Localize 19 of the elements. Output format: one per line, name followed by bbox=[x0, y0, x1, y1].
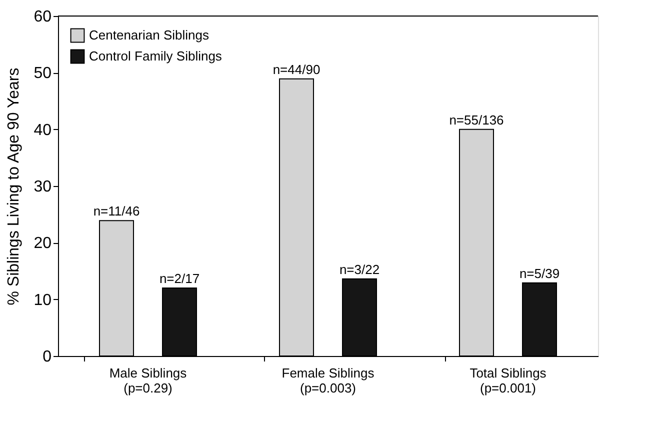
y-axis-title: % Siblings Living to Age 90 Years bbox=[6, 68, 23, 306]
y-tick-label: 50 bbox=[34, 65, 52, 82]
data-label: n=55/136 bbox=[449, 112, 504, 128]
legend-label: Control Family Siblings bbox=[89, 48, 222, 64]
x-tick-label: Female Siblings (p=0.003) bbox=[282, 366, 375, 396]
legend-label: Centenarian Siblings bbox=[89, 28, 210, 42]
data-label: n=11/46 bbox=[93, 204, 140, 219]
data-label: n=44/90 bbox=[272, 62, 320, 77]
data-label: n=5/39 bbox=[519, 266, 560, 281]
y-tick-label: 30 bbox=[34, 178, 52, 196]
y-tick-label: 0 bbox=[42, 348, 52, 366]
y-tick-label: 10 bbox=[34, 292, 52, 309]
y-tick-label: 60 bbox=[34, 8, 52, 26]
y-tick-label: 40 bbox=[34, 122, 52, 139]
data-label: n=2/17 bbox=[159, 271, 200, 286]
y-tick-label: 20 bbox=[34, 235, 52, 252]
x-tick-label: Total Siblings (p=0.001) bbox=[470, 366, 547, 396]
x-tick-label: Male Siblings (p=0.29) bbox=[109, 366, 188, 396]
data-label: n=3/22 bbox=[339, 262, 380, 277]
